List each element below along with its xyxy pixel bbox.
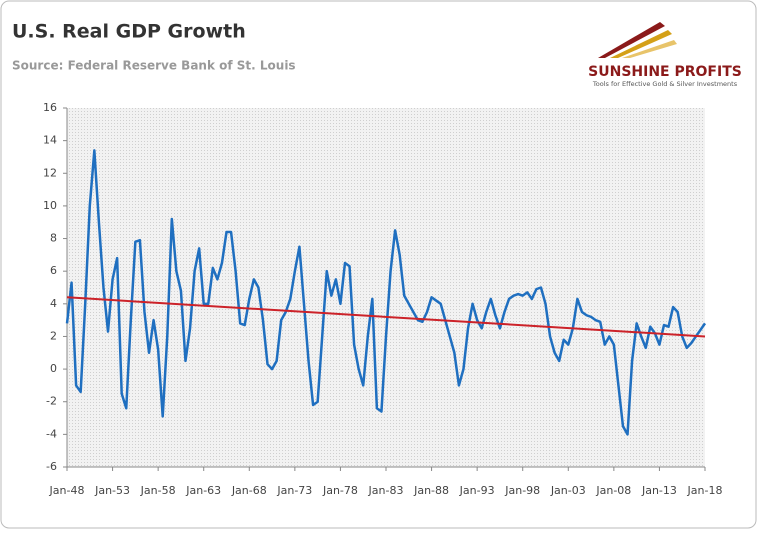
x-tick-label: Jan-73: [276, 484, 312, 497]
logo-name: SUNSHINE PROFITS: [588, 64, 742, 80]
y-tick-label: 12: [43, 166, 57, 179]
y-tick-label: -6: [46, 460, 57, 473]
x-tick-label: Jan-63: [185, 484, 221, 497]
x-tick-label: Jan-03: [550, 484, 586, 497]
y-tick-label: 0: [50, 362, 57, 375]
logo: SUNSHINE PROFITS Tools for Effective Gol…: [588, 22, 742, 88]
chart-title: U.S. Real GDP Growth: [12, 21, 246, 43]
plot-area: [67, 108, 705, 467]
x-tick-label: Jan-78: [322, 484, 358, 497]
x-tick-label: Jan-93: [459, 484, 495, 497]
x-tick-label: Jan-53: [94, 484, 130, 497]
x-tick-label: Jan-83: [368, 484, 404, 497]
y-tick-label: 10: [43, 199, 57, 212]
y-tick-label: -2: [46, 395, 57, 408]
gdp-line: [65, 149, 707, 436]
x-tick-label: Jan-88: [413, 484, 449, 497]
trend-line: [66, 296, 706, 338]
y-tick-label: 6: [50, 264, 57, 277]
chart-subtitle: Source: Federal Reserve Bank of St. Loui…: [12, 59, 296, 73]
y-tick-label: 8: [50, 232, 57, 245]
x-tick-label: Jan-58: [140, 484, 176, 497]
x-tick-label: Jan-48: [49, 484, 85, 497]
x-tick-label: Jan-08: [595, 484, 631, 497]
x-tick-label: Jan-18: [687, 484, 723, 497]
logo-tagline: Tools for Effective Gold & Silver Invest…: [592, 80, 738, 88]
y-tick-label: -4: [46, 427, 57, 440]
y-tick-label: 2: [50, 329, 57, 342]
y-tick-label: 16: [43, 101, 57, 114]
x-tick-label: Jan-98: [504, 484, 540, 497]
y-tick-label: 14: [43, 134, 57, 147]
y-tick-label: 4: [50, 297, 57, 310]
x-tick-label: Jan-68: [231, 484, 267, 497]
x-tick-label: Jan-13: [641, 484, 677, 497]
